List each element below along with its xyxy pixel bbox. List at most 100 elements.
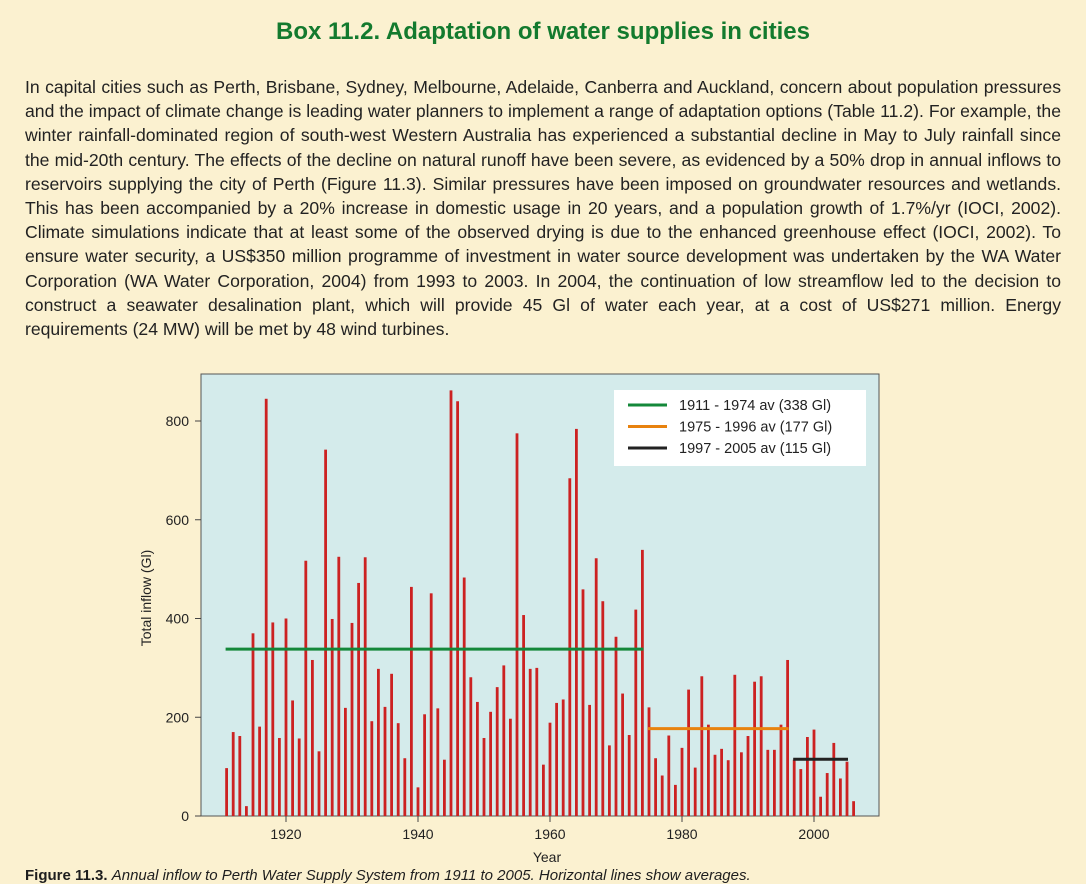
x-tick-label-2000: 2000 <box>798 826 829 842</box>
y-tick-label-400: 400 <box>166 611 190 627</box>
bar-1924 <box>311 659 314 816</box>
caption-text: Annual inflow to Perth Water Supply Syst… <box>111 867 751 884</box>
bar-1953 <box>502 665 506 816</box>
bar-1948 <box>469 677 473 816</box>
bar-1966 <box>588 704 591 816</box>
legend-label-1: 1911 - 1974 av (338 Gl) <box>679 398 831 414</box>
bar-1912 <box>231 732 235 816</box>
x-tick-label-1920: 1920 <box>270 826 301 842</box>
bar-1936 <box>390 673 393 816</box>
bar-1927 <box>330 618 334 816</box>
legend: 1911 - 1974 av (338 Gl) 1975 - 1996 av (1… <box>614 390 866 466</box>
bar-1952 <box>495 687 499 816</box>
bar-1992 <box>759 676 763 816</box>
bar-1934 <box>377 668 380 816</box>
bar-1976 <box>654 758 657 816</box>
bar-1957 <box>528 668 532 816</box>
bar-1915 <box>251 633 255 816</box>
bar-1971 <box>621 693 624 816</box>
bar-1928 <box>337 556 341 816</box>
y-tick-label-800: 800 <box>166 413 190 429</box>
bar-1918 <box>271 622 275 816</box>
bar-1959 <box>542 764 545 816</box>
y-axis-label: Total inflow (Gl) <box>138 550 154 646</box>
bar-2001 <box>819 796 822 816</box>
bars-group <box>225 390 855 817</box>
bar-1944 <box>443 759 446 816</box>
bar-1994 <box>773 749 776 816</box>
legend-label-2: 1975 - 1996 av (177 Gl) <box>679 420 832 436</box>
bar-1963 <box>568 478 572 816</box>
bar-1975 <box>647 707 651 817</box>
bar-1951 <box>489 711 492 816</box>
bar-1991 <box>753 681 756 816</box>
bar-1917 <box>264 398 268 816</box>
bar-1956 <box>522 615 525 816</box>
bar-1997 <box>792 759 796 816</box>
axes: 0 200 400 600 800 1920 1940 1960 1980 2000 <box>166 413 830 842</box>
bar-1988 <box>733 674 737 816</box>
x-tick-label-1960: 1960 <box>534 826 565 842</box>
bar-1995 <box>779 724 783 816</box>
bar-2004 <box>839 778 842 816</box>
bar-1937 <box>396 723 400 816</box>
bar-1923 <box>304 560 308 816</box>
bar-1972 <box>627 735 631 816</box>
bar-1999 <box>806 737 809 816</box>
average-lines <box>225 647 848 761</box>
bar-1961 <box>555 702 558 816</box>
bar-1916 <box>258 726 261 816</box>
bar-1974 <box>641 549 644 816</box>
bar-1945 <box>449 390 453 816</box>
bar-1931 <box>357 582 360 816</box>
bar-1973 <box>634 609 638 816</box>
bar-1950 <box>482 737 486 816</box>
box-title: Box 11.2. Adaptation of water supplies i… <box>276 18 810 45</box>
bar-1911 <box>225 768 228 816</box>
bar-1940 <box>416 787 420 816</box>
legend-label-3: 1997 - 2005 av (115 Gl) <box>679 441 831 457</box>
bar-1920 <box>284 618 288 816</box>
bar-1947 <box>462 577 466 816</box>
bar-2003 <box>832 742 836 816</box>
bar-1938 <box>403 758 407 816</box>
bar-1919 <box>278 737 281 816</box>
x-tick-label-1980: 1980 <box>666 826 697 842</box>
bar-1962 <box>561 699 565 816</box>
bar-1998 <box>799 769 803 816</box>
bar-1922 <box>297 738 301 816</box>
bar-2002 <box>825 773 829 816</box>
bar-1946 <box>456 401 459 816</box>
bar-1930 <box>350 622 354 816</box>
y-tick-label-200: 200 <box>166 709 190 725</box>
caption-label: Figure 11.3. <box>25 867 108 884</box>
bar-1941 <box>423 714 426 816</box>
bar-1986 <box>720 748 723 816</box>
bar-1989 <box>740 752 743 816</box>
bar-1996 <box>786 659 789 816</box>
bar-1980 <box>680 747 684 816</box>
bar-1914 <box>245 806 248 817</box>
bar-1982 <box>693 767 697 816</box>
bar-1913 <box>238 736 242 816</box>
bar-1925 <box>317 751 321 816</box>
bar-1983 <box>700 676 704 816</box>
bar-1984 <box>707 724 710 816</box>
bar-1939 <box>410 586 413 816</box>
x-tick-label-1940: 1940 <box>402 826 433 842</box>
x-axis-label: Year <box>533 849 562 865</box>
bar-1935 <box>383 706 387 816</box>
bar-1929 <box>344 707 347 816</box>
bar-1964 <box>575 428 578 816</box>
bar-1942 <box>429 593 433 816</box>
bar-1921 <box>291 700 294 816</box>
bar-2006 <box>852 801 855 816</box>
bar-1955 <box>515 433 519 816</box>
bar-1978 <box>667 735 671 816</box>
bar-2005 <box>845 761 849 816</box>
y-tick-label-0: 0 <box>181 808 189 824</box>
bar-1926 <box>324 449 327 816</box>
bar-1960 <box>548 722 552 816</box>
bar-1954 <box>509 718 512 816</box>
